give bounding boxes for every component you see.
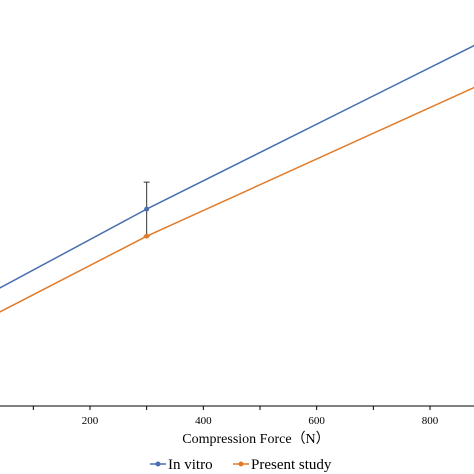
legend-label-0: In vitro bbox=[168, 457, 213, 473]
x-tick-label-0: 200 bbox=[82, 415, 99, 427]
legend: In vitro Present study bbox=[150, 457, 332, 473]
series-line-1 bbox=[0, 86, 474, 313]
legend-marker-0 bbox=[155, 461, 161, 467]
x-tick-label-1: 400 bbox=[195, 415, 212, 427]
legend-label-1: Present study bbox=[251, 457, 332, 473]
x-tick-label-2: 600 bbox=[308, 415, 325, 427]
data-point-1-1 bbox=[144, 233, 150, 239]
x-tick-label-3: 800 bbox=[422, 415, 439, 427]
data-point-0-1 bbox=[144, 206, 150, 212]
x-axis-ticks: 200 400 600 800 bbox=[32, 406, 439, 427]
legend-marker-1 bbox=[238, 461, 244, 467]
series-layer bbox=[0, 44, 474, 313]
series-line-0 bbox=[0, 44, 474, 289]
x-axis-title: Compression Force（N） bbox=[182, 431, 329, 447]
